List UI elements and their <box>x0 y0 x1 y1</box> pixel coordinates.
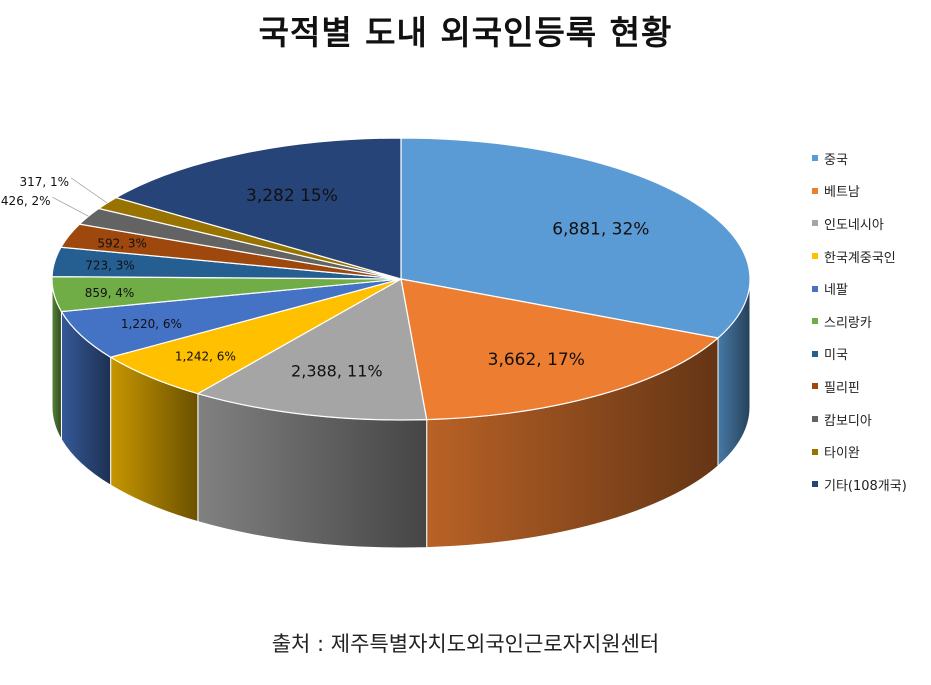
data-label-2: 2,388, 11% <box>291 361 383 380</box>
legend-label: 인도네시아 <box>824 217 884 233</box>
data-label-8: 426, 2% <box>1 194 51 208</box>
legend-swatch <box>812 318 818 325</box>
legend-label: 베트남 <box>824 185 860 201</box>
pie-slice-3 <box>109 278 402 395</box>
legend-label: 캄보디아 <box>824 413 872 429</box>
legend-swatch <box>812 187 818 194</box>
legend-label: 필리핀 <box>824 380 860 396</box>
data-label-5: 859, 4% <box>85 286 135 300</box>
legend-label: 중국 <box>824 152 848 168</box>
legend-swatch <box>812 285 818 292</box>
data-label-4: 1,220, 6% <box>121 317 182 331</box>
legend-swatch <box>812 383 818 390</box>
legend-item: 베트남 <box>812 175 930 208</box>
data-label-9: 317, 1% <box>20 175 70 189</box>
pie-slice-10 <box>114 137 402 280</box>
data-label-3: 1,242, 6% <box>175 349 236 363</box>
legend-item: 미국 <box>812 338 930 371</box>
legend-label: 타이완 <box>824 446 860 462</box>
legend-item: 인도네시아 <box>812 207 930 240</box>
data-labels: 6,881, 32% 3,662, 17% 2,388, 11% 1,242, 6% 1… <box>1 175 650 380</box>
legend-item: 네팔 <box>812 272 930 305</box>
pie-slice-0 <box>400 137 751 339</box>
legend-item: 필리핀 <box>812 370 930 403</box>
legend-label: 한국계중국인 <box>824 250 896 266</box>
legend-item: 캄보디아 <box>812 403 930 436</box>
leader-line-8 <box>52 196 89 217</box>
chart-title: 국적별 도내 외국인등록 현황 <box>258 13 673 52</box>
pie-slice-1 <box>400 278 720 421</box>
legend-label: 네팔 <box>824 283 848 299</box>
data-label-10: 3,282 15% <box>246 186 338 206</box>
leader-line-9 <box>70 177 108 204</box>
legend-swatch <box>812 220 818 227</box>
legend-swatch <box>812 253 818 260</box>
legend-label: 스리랑카 <box>824 315 872 331</box>
legend-swatch <box>812 481 818 488</box>
legend-item: 기타(108개국) <box>812 468 930 501</box>
legend-item: 한국계중국인 <box>812 240 930 273</box>
legend-item: 스리랑카 <box>812 305 930 338</box>
legend-swatch <box>812 448 818 455</box>
legend-item: 중국 <box>812 142 930 175</box>
legend-swatch <box>812 155 818 162</box>
legend-item: 타이완 <box>812 435 930 468</box>
legend-swatch <box>812 416 818 423</box>
pie-slice-2 <box>196 278 428 421</box>
source-note: 출처 : 제주특별자치도외국인근로자지원센터 <box>271 632 660 656</box>
data-label-6: 723, 3% <box>85 259 135 273</box>
legend-swatch <box>812 350 818 357</box>
data-label-7: 592, 3% <box>97 236 147 250</box>
data-label-1: 3,662, 17% <box>488 350 585 370</box>
pie-side-walls <box>51 278 751 549</box>
pie-slices <box>51 137 751 421</box>
data-label-0: 6,881, 32% <box>552 219 649 239</box>
legend-label: 미국 <box>824 348 848 364</box>
legend-label: 기타(108개국) <box>824 478 907 494</box>
